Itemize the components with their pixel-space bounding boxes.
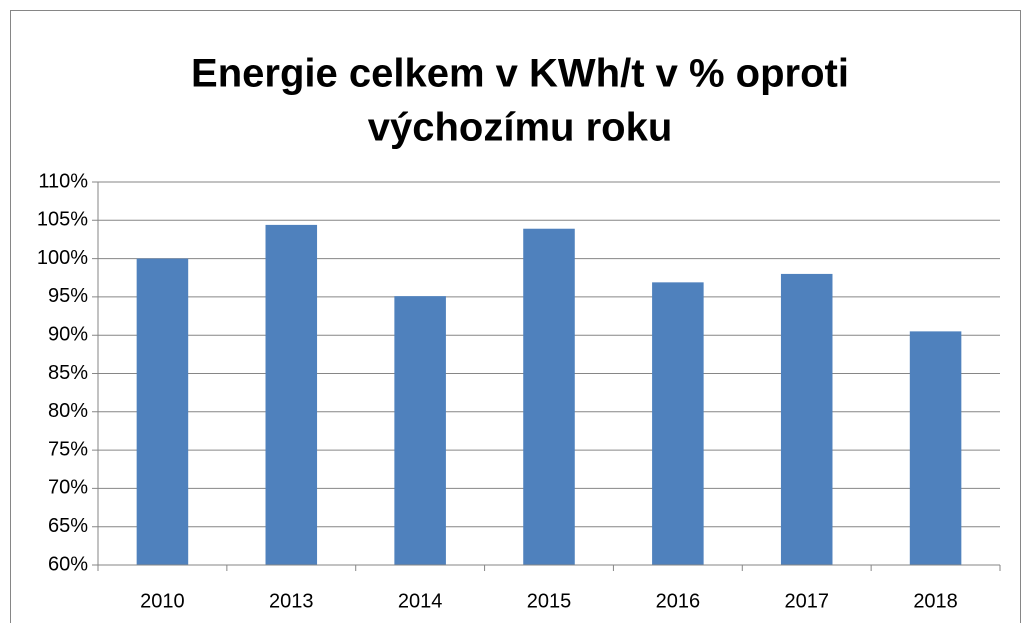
y-tick-label: 95% (48, 285, 88, 307)
x-tick-label: 2014 (398, 590, 443, 612)
chart-title: výchozímu roku (368, 106, 673, 150)
y-tick-label: 90% (48, 323, 88, 345)
y-tick-label: 110% (38, 170, 88, 192)
x-tick-label: 2016 (656, 590, 701, 612)
bar (136, 258, 189, 565)
x-tick-label: 2015 (527, 590, 572, 612)
bar (909, 331, 962, 565)
y-tick-label: 70% (48, 477, 88, 499)
y-tick-label: 105% (37, 209, 88, 231)
y-tick-label: 65% (48, 515, 88, 537)
x-tick-label: 2010 (140, 590, 185, 612)
y-tick-label: 85% (48, 362, 88, 384)
y-tick-label: 60% (48, 553, 88, 575)
y-tick-label: 80% (48, 400, 88, 422)
x-tick-label: 2013 (269, 590, 314, 612)
y-tick-label: 100% (37, 247, 88, 269)
y-tick-label: 75% (48, 438, 88, 460)
bar (265, 224, 318, 565)
chart-title: Energie celkem v KWh/t v % oproti (191, 52, 849, 96)
bar (394, 296, 446, 565)
bar (523, 228, 575, 565)
x-tick-label: 2018 (913, 590, 958, 612)
x-tick-label: 2017 (784, 590, 829, 612)
bar (780, 273, 833, 565)
bar (652, 282, 704, 565)
